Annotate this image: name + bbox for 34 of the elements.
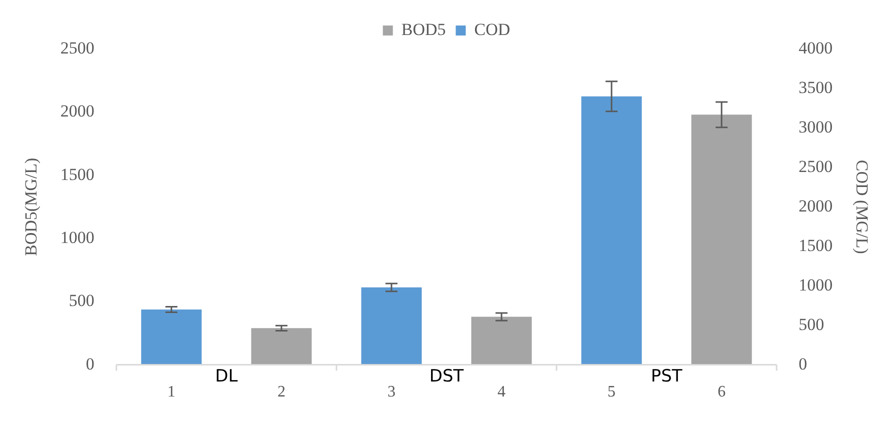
y2-tick-label: 3000 (798, 117, 833, 136)
y2-tick-label: 1500 (798, 236, 833, 255)
y2-tick-label: 4000 (798, 38, 833, 58)
y-tick-label: 500 (68, 291, 94, 310)
bar (361, 287, 422, 365)
y-tick-label: 1000 (60, 228, 94, 247)
text: PST (650, 366, 683, 387)
y2-tick-label: 2500 (798, 156, 833, 176)
text: DL (215, 366, 238, 387)
bar (141, 310, 202, 365)
y-tick-label: 2000 (60, 102, 94, 121)
legend-label: COD (474, 20, 510, 39)
bar (691, 114, 752, 365)
legend-label: BOD5 (401, 20, 446, 39)
y2-tick-label: 3500 (798, 78, 833, 97)
text: DST (429, 366, 464, 387)
bar (581, 96, 642, 365)
bar (471, 316, 532, 365)
x-tick-label: 6 (718, 384, 726, 401)
bar (251, 328, 312, 365)
x-tick-label: 1 (167, 384, 176, 401)
x-tick-label: 2 (277, 384, 286, 401)
y-axis-title: BOD5(MG/L) (22, 158, 41, 256)
x-tick-label: 4 (498, 384, 506, 401)
x-tick-label: 3 (387, 384, 396, 401)
y2-tick-label: 500 (798, 314, 824, 334)
y2-tick-label: 0 (798, 354, 808, 374)
y2-axis-title: COD (MG/L) (852, 160, 872, 254)
y-tick-label: 2500 (60, 38, 94, 58)
x-tick-label: 5 (608, 384, 616, 401)
y2-tick-label: 2000 (798, 196, 833, 216)
y-tick-label: 1500 (60, 164, 94, 184)
y-tick-label: 0 (86, 354, 94, 374)
y2-tick-label: 1000 (798, 275, 833, 294)
